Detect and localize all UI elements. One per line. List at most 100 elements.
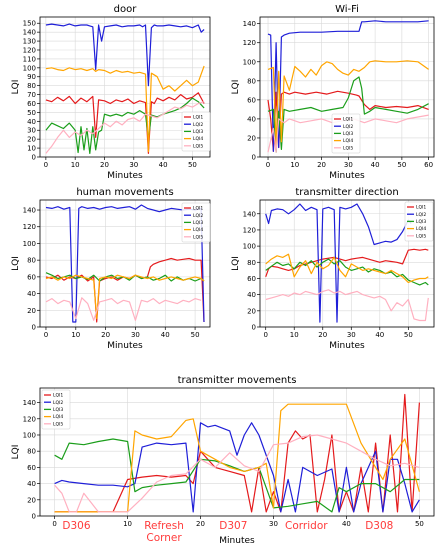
y-tick-label: 100: [23, 240, 36, 248]
series-line-lqi3: [45, 97, 205, 154]
y-tick-label: 150: [23, 20, 36, 28]
x-tick-label: 50: [404, 331, 413, 339]
legend-entry: LQI5: [53, 421, 63, 427]
x-tick-label: 0: [263, 331, 267, 339]
y-tick-label: 60: [247, 275, 256, 283]
chart-title: Wi-Fi: [335, 4, 359, 15]
legend-entry: LQI3: [416, 219, 426, 225]
legend-entry: LQI1: [343, 117, 353, 123]
y-tick-label: 30: [27, 127, 36, 135]
x-tick-label: 40: [371, 161, 380, 169]
x-tick-label: 0: [52, 520, 56, 528]
series-line-lqi5: [45, 297, 202, 321]
series-line-lqi2: [45, 23, 205, 87]
plot-frame: [259, 16, 435, 158]
y-tick-label: 0: [32, 513, 36, 521]
legend-entry: LQI2: [53, 400, 63, 406]
y-tick-label: 20: [27, 136, 36, 144]
y-tick-label: 0: [32, 154, 36, 162]
legend-entry: LQI5: [193, 143, 203, 149]
y-tick-label: 90: [27, 73, 36, 81]
y-tick-label: 60: [27, 273, 36, 281]
zone-label: D307: [219, 520, 247, 532]
y-tick-label: 140: [23, 399, 36, 407]
panel-transmitter-movements: transmitter movements 0 10 20 30 40 50 0 20 40 60 8…: [11, 375, 435, 546]
y-tick-label: 130: [23, 38, 36, 46]
series-line-lqi3: [54, 438, 420, 513]
y-tick-label: 50: [27, 109, 36, 117]
x-axis-label: Minutes: [329, 341, 365, 351]
series-line-lqi5: [45, 101, 205, 154]
y-axis-label: LQI: [11, 80, 21, 95]
legend-entry: LQI4: [53, 414, 63, 420]
x-tick-label: 20: [196, 520, 205, 528]
y-tick-label: 80: [247, 259, 256, 267]
series-line-lqi1: [265, 248, 429, 278]
y-tick-label: 60: [27, 464, 36, 472]
legend-entry: LQI3: [53, 407, 63, 413]
x-tick-label: 30: [344, 161, 353, 169]
y-tick-label: 100: [23, 431, 36, 439]
x-tick-label: 60: [424, 161, 433, 169]
x-tick-label: 50: [415, 520, 424, 528]
x-tick-label: 50: [191, 331, 200, 339]
x-tick-label: 10: [290, 161, 299, 169]
y-tick-label: 140: [243, 20, 256, 28]
y-tick-label: 110: [23, 55, 36, 63]
series-line-lqi4: [45, 274, 205, 320]
chart-title: human movements: [76, 187, 173, 198]
zone-label-line2: Corner: [146, 532, 182, 544]
series-line-lqi4: [54, 403, 420, 513]
x-tick-label: 20: [100, 161, 109, 169]
legend-entry: LQI1: [53, 393, 63, 399]
legend-entry: LQI2: [193, 213, 203, 219]
series-line-lqi2: [267, 20, 429, 152]
legend-entry: LQI3: [343, 131, 353, 137]
chart-title: transmitter movements: [178, 375, 297, 386]
y-tick-label: 140: [23, 207, 36, 215]
legend-entry: LQI2: [193, 122, 203, 128]
y-tick-label: 10: [27, 145, 36, 153]
panel-transmitter-direction: transmitter direction 0 10 20 30 40 50 0 20 40 60 8…: [231, 187, 435, 351]
legend-entry: LQI3: [193, 129, 203, 135]
panel-human-movements: human movements 0 10 20 30 40 50 0 20 40 60 80 100 12…: [11, 187, 211, 351]
legend-entry: LQI2: [343, 124, 353, 130]
y-tick-label: 60: [247, 96, 256, 104]
x-tick-label: 40: [161, 331, 170, 339]
x-tick-label: 30: [269, 520, 278, 528]
chart-title: door: [114, 4, 138, 15]
x-tick-label: 30: [347, 331, 356, 339]
x-tick-label: 50: [188, 161, 197, 169]
y-tick-label: 140: [243, 210, 256, 218]
x-tick-label: 50: [397, 161, 406, 169]
y-tick-label: 80: [27, 448, 36, 456]
x-tick-label: 40: [342, 520, 351, 528]
legend-entry: LQI5: [193, 234, 203, 240]
x-tick-label: 40: [159, 161, 168, 169]
legend-entry: LQI4: [193, 227, 203, 233]
y-tick-label: 120: [243, 39, 256, 47]
legend-box: [404, 201, 434, 242]
x-tick-label: 10: [123, 520, 132, 528]
y-tick-label: 0: [252, 324, 256, 332]
plot-frame: [39, 199, 211, 328]
y-tick-label: 40: [247, 291, 256, 299]
chart-title: transmitter direction: [295, 187, 398, 198]
y-axis-label: LQI: [11, 445, 21, 460]
legend-entry: LQI5: [343, 145, 353, 151]
x-axis-label: Minutes: [329, 171, 365, 181]
legend-box: [181, 202, 211, 243]
y-tick-label: 120: [243, 226, 256, 234]
y-tick-label: 0: [252, 154, 256, 162]
y-axis-label: LQI: [11, 256, 21, 271]
y-tick-label: 80: [27, 82, 36, 90]
y-tick-label: 20: [27, 496, 36, 504]
y-tick-label: 40: [27, 480, 36, 488]
x-tick-label: 10: [71, 161, 80, 169]
legend-entry: LQI4: [416, 226, 426, 232]
y-tick-label: 100: [23, 64, 36, 72]
y-tick-label: 120: [23, 46, 36, 54]
